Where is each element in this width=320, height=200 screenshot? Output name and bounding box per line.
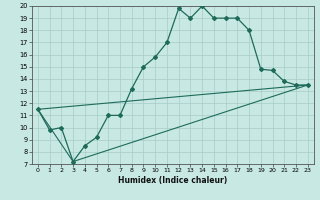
X-axis label: Humidex (Indice chaleur): Humidex (Indice chaleur) (118, 176, 228, 185)
